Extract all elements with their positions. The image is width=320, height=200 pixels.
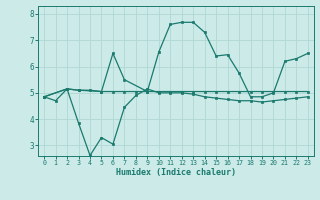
X-axis label: Humidex (Indice chaleur): Humidex (Indice chaleur) (116, 168, 236, 177)
